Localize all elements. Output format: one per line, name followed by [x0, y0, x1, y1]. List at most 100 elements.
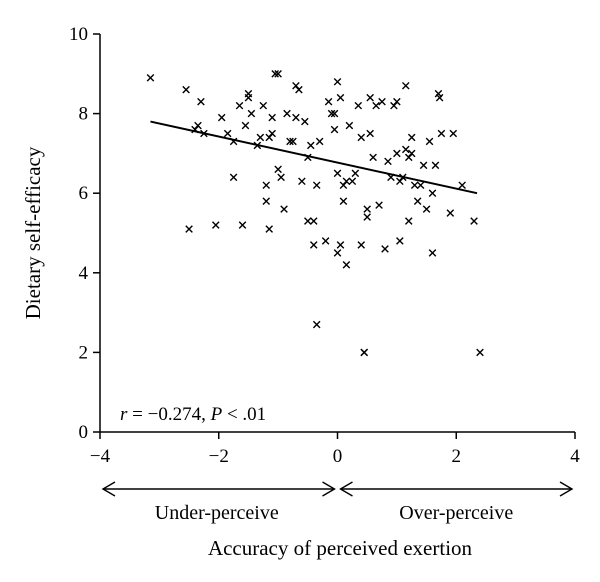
data-point — [253, 141, 262, 150]
data-point — [363, 205, 371, 213]
data-point — [419, 161, 428, 170]
data-point — [449, 129, 458, 138]
annotation-p-symbol: P — [210, 404, 223, 425]
data-point — [378, 97, 386, 106]
data-point — [223, 129, 232, 138]
annotation-r-value: = −0.274, — [127, 404, 210, 425]
data-point — [286, 137, 294, 146]
data-point — [280, 205, 288, 213]
data-point — [384, 157, 392, 166]
y-tick-label: 4 — [79, 263, 89, 284]
perception-regions: Under-perceive Over-perceive — [101, 481, 574, 524]
data-point — [327, 109, 336, 118]
data-point — [330, 109, 339, 118]
data-point — [259, 101, 268, 110]
data-point — [428, 249, 437, 257]
data-point — [333, 169, 342, 178]
data-point — [191, 125, 199, 134]
region-arrowhead-right — [559, 481, 574, 497]
data-point — [431, 161, 440, 170]
x-tick-label: −4 — [90, 446, 111, 467]
data-point — [312, 181, 321, 190]
plot-area: 0 2 4 6 8 10 −4 −2 0 2 4 — [69, 24, 580, 467]
data-point — [476, 348, 484, 357]
data-point — [435, 93, 444, 102]
data-point — [324, 97, 333, 106]
data-point — [425, 137, 434, 146]
data-point — [197, 97, 205, 106]
data-point — [413, 197, 422, 205]
correlation-annotation: r = −0.274, P < .01 — [120, 404, 266, 425]
data-point — [458, 181, 466, 190]
data-point — [274, 70, 282, 78]
data-point — [262, 197, 271, 205]
data-point — [304, 153, 312, 162]
data-point — [366, 93, 374, 102]
data-point — [217, 113, 226, 122]
region-arrowhead-left — [339, 481, 353, 497]
data-point — [372, 101, 380, 110]
data-point — [292, 113, 300, 122]
data-point — [309, 241, 318, 249]
data-point — [301, 117, 309, 126]
data-point — [342, 261, 351, 269]
data-point — [289, 137, 297, 146]
data-point — [277, 173, 285, 182]
y-axis-title: Dietary self-efficacy — [21, 146, 45, 319]
data-point — [366, 129, 374, 138]
data-point — [390, 101, 398, 110]
data-point — [381, 245, 389, 253]
data-point — [304, 217, 312, 225]
data-point — [182, 85, 190, 94]
y-tick-label: 0 — [79, 422, 89, 443]
x-tick-label: 4 — [570, 446, 580, 467]
data-point — [396, 237, 404, 245]
data-point — [339, 181, 348, 190]
data-point — [351, 169, 360, 178]
data-point — [315, 137, 324, 146]
data-point — [333, 249, 342, 257]
data-point — [369, 153, 377, 162]
region-arrowhead-left — [101, 481, 116, 497]
data-point — [274, 165, 282, 174]
data-point — [247, 109, 256, 118]
data-point — [200, 129, 208, 138]
data-point — [194, 121, 202, 130]
region-arrowhead-right — [322, 481, 336, 497]
data-point — [265, 225, 274, 233]
data-point — [336, 93, 345, 102]
y-tick-label: 6 — [79, 183, 89, 204]
x-tick-label: −2 — [209, 446, 229, 467]
data-point — [295, 85, 303, 94]
x-axis-title: Accuracy of perceived exertion — [208, 536, 473, 560]
data-point — [256, 133, 265, 142]
data-point — [268, 113, 276, 122]
data-point — [354, 101, 363, 110]
data-point — [360, 348, 369, 357]
y-tick-label: 8 — [79, 104, 89, 125]
data-point — [333, 77, 342, 86]
data-point — [470, 217, 478, 225]
data-point — [407, 149, 416, 158]
data-point — [244, 93, 253, 102]
y-tick-label: 2 — [79, 342, 89, 363]
data-point — [393, 149, 401, 158]
data-point — [428, 189, 437, 197]
data-point — [265, 133, 274, 142]
data-point — [309, 217, 318, 225]
data-point — [283, 109, 291, 118]
data-point — [363, 213, 371, 221]
data-point — [375, 201, 383, 209]
data-point — [357, 133, 366, 142]
data-point — [238, 221, 247, 229]
annotation-p-value: < .01 — [222, 404, 266, 425]
data-point — [387, 173, 395, 182]
data-point — [446, 209, 455, 217]
data-point — [342, 177, 351, 186]
data-point — [330, 125, 339, 134]
data-point — [407, 133, 416, 142]
data-point — [262, 181, 271, 190]
data-point — [437, 129, 446, 138]
data-point — [306, 141, 315, 150]
